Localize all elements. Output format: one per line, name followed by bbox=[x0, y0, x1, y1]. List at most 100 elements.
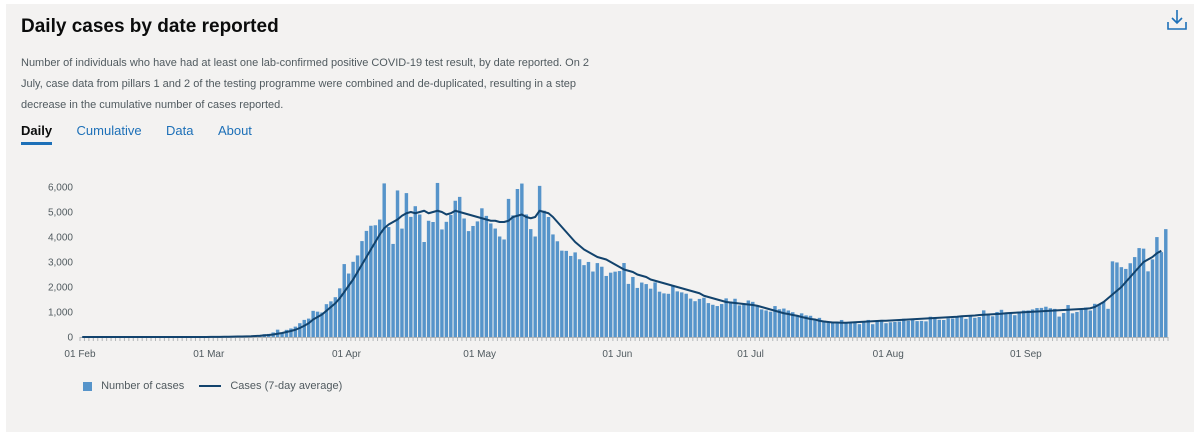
case-bar bbox=[706, 303, 711, 337]
case-bar bbox=[955, 316, 959, 337]
case-bar bbox=[1035, 308, 1039, 337]
case-bar bbox=[395, 190, 400, 337]
legend-label-cases: Number of cases bbox=[101, 380, 185, 393]
case-bar bbox=[711, 304, 715, 337]
case-bar bbox=[608, 272, 613, 337]
case-bar bbox=[418, 214, 422, 337]
case-bar bbox=[715, 306, 719, 337]
case-bar bbox=[981, 310, 986, 337]
case-bar bbox=[1070, 313, 1075, 337]
case-bar bbox=[520, 183, 524, 337]
legend-item-cases: Number of cases bbox=[83, 380, 184, 392]
case-bar bbox=[1159, 252, 1164, 338]
case-bar bbox=[924, 321, 928, 337]
case-bar bbox=[680, 292, 684, 338]
case-bar bbox=[546, 216, 551, 337]
case-bar bbox=[653, 282, 657, 337]
case-bar bbox=[1115, 262, 1119, 337]
case-bar bbox=[582, 265, 586, 338]
case-bar bbox=[906, 320, 910, 337]
case-bar bbox=[995, 311, 999, 337]
case-bar bbox=[497, 236, 502, 337]
case-bar bbox=[795, 316, 799, 337]
case-bar bbox=[453, 200, 457, 337]
case-bar bbox=[524, 214, 529, 337]
case-bar bbox=[333, 297, 338, 337]
tab-daily[interactable]: Daily bbox=[21, 123, 53, 145]
case-bar bbox=[791, 312, 795, 337]
tab-cumulative[interactable]: Cumulative bbox=[76, 123, 142, 138]
tab-data[interactable]: Data bbox=[166, 123, 194, 138]
case-bar bbox=[462, 218, 466, 337]
case-bar bbox=[977, 317, 981, 337]
case-bar bbox=[586, 261, 591, 337]
case-bar bbox=[511, 215, 515, 338]
chart-legend: Number of cases Cases (7-day average) bbox=[83, 380, 354, 392]
case-bar bbox=[719, 304, 724, 337]
case-bar bbox=[1084, 307, 1088, 337]
case-bar bbox=[320, 312, 324, 337]
case-bar bbox=[759, 309, 764, 337]
case-bar bbox=[1013, 315, 1017, 337]
case-bar bbox=[1030, 309, 1035, 337]
case-bar bbox=[475, 221, 480, 337]
case-bar bbox=[537, 185, 542, 338]
case-bar bbox=[662, 293, 666, 338]
case-bar bbox=[648, 288, 653, 337]
case-bar bbox=[946, 318, 950, 337]
case-bar bbox=[702, 297, 706, 337]
case-bar bbox=[893, 321, 897, 337]
legend-label-average: Cases (7-day average) bbox=[230, 380, 343, 393]
y-tick-label: 5,000 bbox=[48, 208, 73, 219]
case-bar bbox=[964, 318, 968, 338]
case-bar bbox=[1008, 313, 1013, 337]
case-bar bbox=[404, 193, 409, 337]
x-tick-label: 01 May bbox=[463, 349, 496, 360]
case-bar bbox=[813, 319, 817, 337]
case-bar bbox=[782, 308, 786, 337]
case-bar bbox=[879, 319, 884, 337]
case-bar bbox=[915, 321, 919, 338]
case-bar bbox=[577, 259, 582, 337]
case-bar bbox=[799, 313, 804, 337]
case-bar bbox=[870, 324, 875, 337]
case-bar bbox=[449, 215, 453, 337]
case-bar bbox=[675, 291, 680, 338]
case-bar bbox=[298, 323, 302, 337]
y-tick-label: 0 bbox=[67, 333, 73, 344]
case-bar bbox=[724, 298, 728, 338]
case-bar bbox=[360, 241, 364, 337]
case-bar bbox=[342, 264, 346, 337]
case-bar bbox=[910, 318, 915, 337]
case-bar bbox=[968, 315, 973, 337]
case-bar bbox=[1017, 311, 1021, 337]
case-bar bbox=[644, 284, 648, 337]
case-bar bbox=[746, 300, 751, 337]
case-bar bbox=[489, 223, 493, 337]
case-bar bbox=[1155, 237, 1159, 337]
case-bar bbox=[471, 225, 475, 337]
case-bar bbox=[631, 276, 635, 337]
case-bar bbox=[1066, 305, 1070, 337]
tab-about[interactable]: About bbox=[217, 123, 252, 138]
case-bar bbox=[822, 320, 826, 337]
case-bar bbox=[737, 305, 742, 338]
case-bar bbox=[973, 317, 977, 337]
case-bar bbox=[1026, 310, 1030, 337]
case-bar bbox=[1128, 263, 1132, 337]
legend-swatch-line bbox=[199, 385, 222, 388]
y-tick-label: 6,000 bbox=[48, 183, 73, 194]
case-bar bbox=[493, 228, 497, 337]
download-icon[interactable] bbox=[1166, 8, 1188, 32]
case-bar bbox=[831, 321, 835, 337]
case-bar bbox=[440, 229, 444, 337]
x-tick-label: 01 Mar bbox=[193, 349, 225, 360]
case-bar bbox=[897, 321, 902, 337]
chart-card: Daily cases by date reported Number of i… bbox=[6, 4, 1194, 432]
case-bar bbox=[431, 222, 435, 337]
case-bar bbox=[919, 320, 924, 337]
case-bar bbox=[902, 318, 906, 337]
case-bar bbox=[777, 309, 782, 337]
case-bar bbox=[338, 288, 342, 337]
